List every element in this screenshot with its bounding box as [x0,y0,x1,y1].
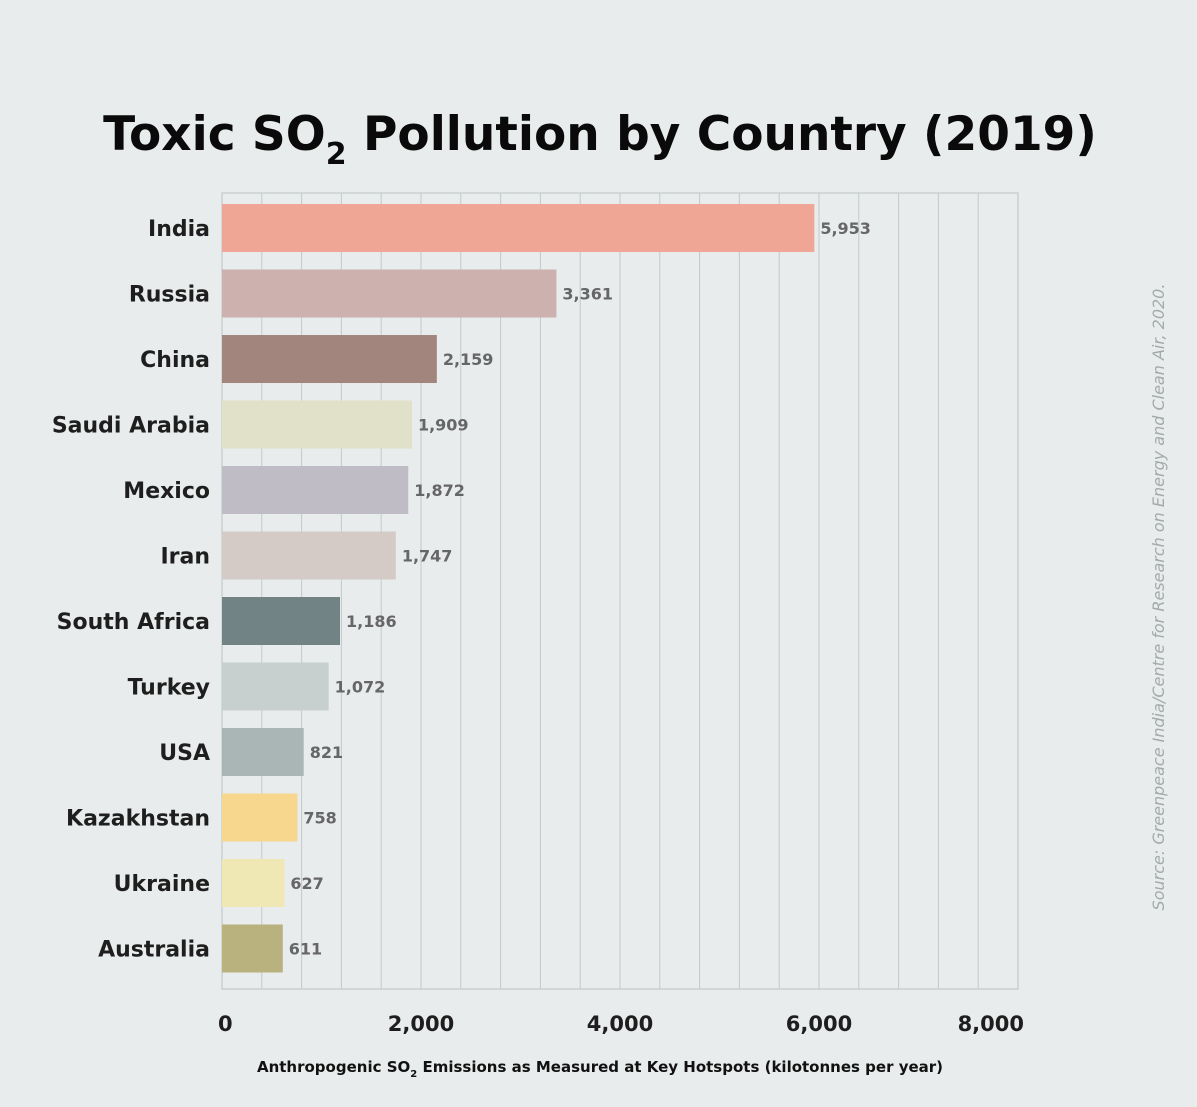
value-labels: 5,953 3,361 2,159 1,909 1,872 1,747 1,186 1,072… [289,219,871,959]
value-label: 821 [310,743,343,762]
bar-saudi-arabia [222,400,412,449]
category-label: Iran [160,545,210,570]
category-label: Ukraine [114,872,210,897]
bar-russia [222,269,557,318]
bar-kazakhstan [222,793,298,842]
x-tick-label: 2,000 [388,1012,454,1036]
bar-ukraine [222,859,285,907]
grid [221,192,1019,990]
category-labels: India Russia China Saudi Arabia Mexico Iran So… [52,217,210,963]
bar-iran [222,531,396,580]
category-label: Kazakhstan [66,807,210,832]
category-label: South Africa [57,610,210,635]
x-tick-label: 6,000 [786,1012,852,1036]
bar-australia [222,924,283,973]
value-label: 1,872 [414,481,465,500]
value-label: 1,186 [346,612,397,631]
x-axis-ticks: 0 2,000 4,000 6,000 8,000 [218,1012,1024,1036]
bar-turkey [222,662,329,711]
bar-south-africa [222,597,341,645]
category-label: Australia [98,938,210,963]
x-axis-label: Anthropogenic SO2 Emissions as Measured … [257,1058,943,1080]
value-label: 3,361 [562,285,613,304]
value-label: 611 [289,940,322,959]
bars [222,204,815,973]
x-tick-label: 8,000 [958,1012,1024,1036]
bar-india [222,204,815,252]
category-label: Saudi Arabia [52,414,210,439]
value-label: 627 [290,874,323,893]
category-label: USA [159,741,210,766]
x-tick-label: 4,000 [587,1012,653,1036]
category-label: China [140,348,210,373]
value-label: 1,909 [418,416,469,435]
bar-mexico [222,466,409,514]
category-label: Russia [129,283,210,308]
category-label: Turkey [128,676,210,701]
x-tick-label: 0 [218,1012,233,1036]
value-label: 1,072 [335,678,386,697]
bar-usa [222,728,304,776]
value-label: 5,953 [820,219,871,238]
value-label: 1,747 [402,547,453,566]
source-note: Source: Greenpeace India/Centre for Rese… [1149,284,1168,911]
bar-china [222,335,437,383]
value-label: 2,159 [443,350,494,369]
value-label: 758 [303,809,336,828]
category-label: India [148,217,210,242]
category-label: Mexico [123,479,210,504]
chart-title: Toxic SO2 Pollution by Country (2019) [103,107,1097,172]
